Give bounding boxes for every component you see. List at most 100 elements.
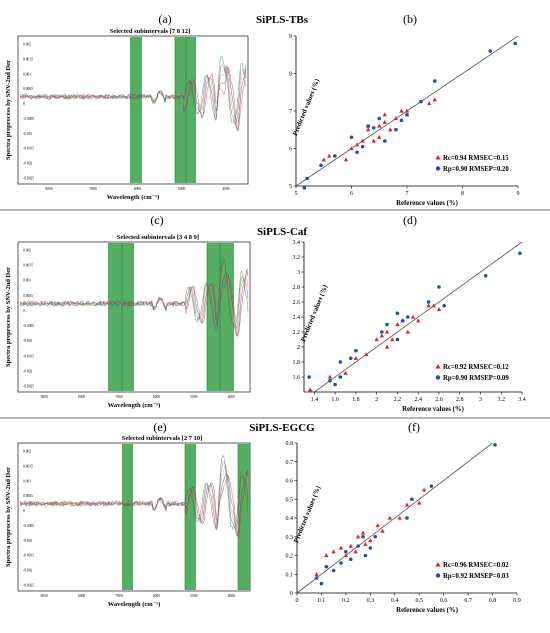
prediction-point (363, 553, 368, 558)
prediction-point (339, 561, 343, 565)
calibration-point (417, 500, 422, 505)
x-tick-label: 0.7 (464, 598, 472, 604)
x-tick-label: 0.8 (489, 598, 497, 604)
prediction-point (302, 186, 307, 190)
prediction-point (383, 139, 387, 143)
y-tick-label: 7 (289, 109, 292, 115)
x-tick-label: 6 (350, 191, 353, 197)
scatter-panel-f: (f) 0 0.1 0.2 0.3 0.4 0.5 0.6 0.7 0.8 0.9 0 0.1 0.2 0.… (286, 420, 521, 614)
y-tick-label: 0.3 (286, 535, 294, 541)
selected-band (175, 37, 186, 183)
spectrum-trace (19, 67, 247, 132)
calibration-point (415, 318, 421, 323)
prediction-point (360, 144, 365, 149)
prediction-point (361, 534, 365, 539)
y-tick-label: 3 (297, 270, 300, 276)
y-tick-label: -0.0025 (23, 385, 34, 389)
legend-label: Rp=0.90 RMSEP=0.20 (443, 166, 509, 173)
calibration-point (377, 123, 382, 128)
y-tick-label: -0.0025 (23, 177, 34, 181)
prediction-point (366, 124, 370, 128)
selected-band (122, 444, 133, 590)
calibration-point (360, 530, 366, 535)
prediction-point (338, 360, 343, 364)
x-tick-label: 1.8 (352, 397, 360, 403)
x-tick-label: 7000 (115, 395, 122, 399)
x-tick-label: 9000 (41, 594, 48, 598)
legend-label: Rc=0.92 RMSEC=0.12 (443, 364, 509, 371)
y-tick-label: -0.001 (23, 132, 32, 136)
legend-marker-calibration (435, 562, 441, 567)
x-tick-label: 1.4 (311, 397, 319, 403)
calibration-point (405, 329, 411, 334)
y-tick-label: 8 (289, 72, 292, 78)
x-axis-title: Wavelength (cm⁻¹) (108, 601, 161, 608)
selected-band (185, 444, 196, 590)
calibration-point (343, 157, 349, 162)
calibration-point (355, 534, 361, 539)
spectrum-trace (19, 461, 249, 531)
prediction-point (385, 322, 389, 327)
calibration-point (404, 502, 410, 507)
prediction-point (331, 568, 336, 573)
calibration-point (327, 153, 332, 158)
selected-band (122, 243, 134, 391)
legend-label: Rp=0.92 RMSEP=0.03 (443, 573, 509, 580)
y-tick-label: 0.4 (286, 516, 294, 522)
y-tick-label: -0.0005 (23, 524, 34, 528)
prediction-point (368, 546, 373, 550)
y-tick-label: 6 (289, 147, 292, 153)
calibration-point (379, 333, 385, 338)
calibration-point (308, 387, 313, 392)
y-tick-label: 2.8 (293, 285, 301, 291)
x-tick-label: 6000 (153, 594, 160, 598)
selected-band (130, 37, 142, 183)
legend-marker-prediction (435, 573, 441, 578)
x-tick-label: 3.4 (518, 397, 526, 403)
x-tick-label: 0.4 (391, 598, 399, 604)
panel-label: (d) (403, 213, 417, 227)
calibration-point (368, 538, 373, 543)
selected-band (220, 243, 234, 391)
x-tick-label: 4000 (228, 594, 235, 598)
y-axis-title: Spectra preprocess by SNV-2nd Der (5, 60, 12, 160)
y-tick-label: 1.8 (293, 360, 301, 366)
x-tick-label: 2.4 (414, 397, 422, 403)
calibration-point (432, 97, 437, 102)
y-tick-label: 0.002 (23, 249, 31, 253)
x-tick-label: 7 (406, 191, 409, 197)
prediction-point (354, 348, 358, 353)
y-tick-label: -0.0015 (23, 354, 34, 358)
calibration-point (384, 344, 390, 349)
legend-label: Rc=0.96 RMSEC=0.02 (443, 562, 509, 569)
prediction-point (419, 99, 423, 104)
legend-marker-calibration (435, 364, 441, 369)
y-tick-label: 0.002 (23, 450, 31, 454)
calibration-point (331, 549, 336, 554)
y-tick-label: 0 (23, 509, 25, 513)
prediction-point (307, 375, 311, 379)
y-tick-label: 0.0015 (23, 57, 33, 61)
prediction-point (513, 41, 518, 46)
y-tick-label: -0.0005 (23, 324, 34, 328)
calibration-point (427, 101, 432, 106)
x-tick-label: 0.3 (367, 598, 375, 604)
prediction-point (410, 497, 414, 502)
spectrum-trace (19, 265, 249, 336)
selected-band (207, 243, 220, 391)
y-tick-label: 0 (23, 102, 25, 106)
y-tick-label: 5 (289, 184, 292, 190)
prediction-point (319, 581, 324, 586)
x-tick-label: 9 (517, 191, 520, 197)
y-tick-label: 3.2 (293, 255, 301, 261)
prediction-point (429, 484, 434, 488)
calibration-point (343, 553, 349, 558)
y-tick-label: 2 (297, 345, 300, 351)
prediction-point (371, 126, 376, 130)
x-tick-label: 2.6 (435, 397, 443, 403)
scatter-panel-d: (d) 1.4 1.6 1.8 2 2.2 2.4 2.6 2.8 3 3.2 3.4 1.6 1.8 2 2… (293, 213, 526, 413)
y-tick-label: -0.002 (23, 162, 32, 166)
spectra-panel-e: (e)Selected subintervals [2 7 10] 0.002 0.… (5, 420, 251, 608)
calibration-point (375, 523, 380, 528)
